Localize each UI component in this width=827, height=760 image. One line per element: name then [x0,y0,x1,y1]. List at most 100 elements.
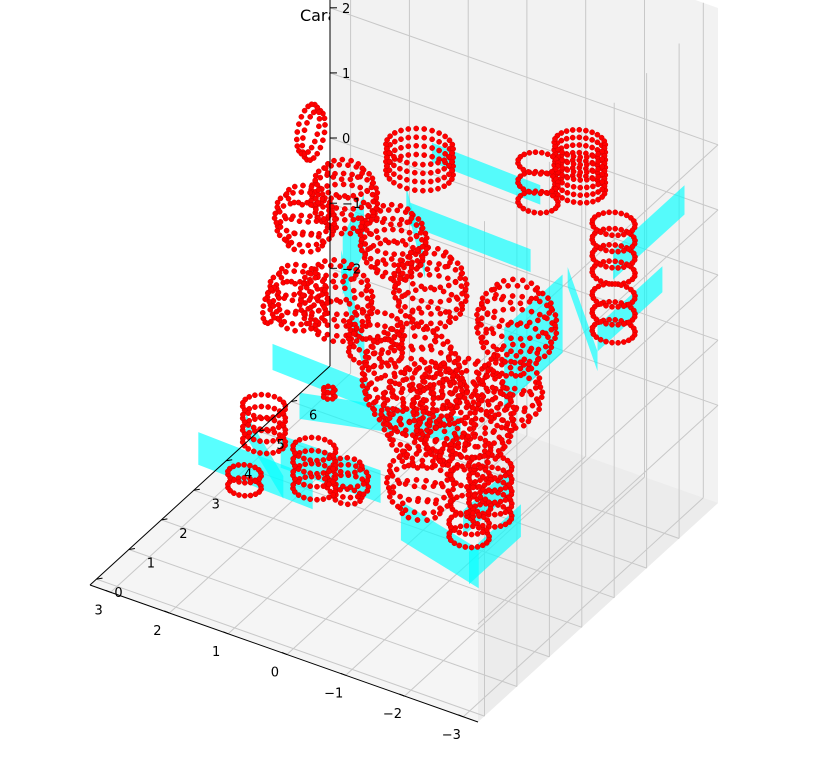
vertex-point [324,170,331,176]
vertex-point [485,459,491,466]
vertex-point [240,399,246,406]
vertex-point [246,394,253,400]
vertex-point [476,483,483,490]
vertex-point [301,468,307,475]
vertex-point [407,249,414,256]
vertex-point [470,510,476,517]
vertex-point [323,228,329,235]
vertex-point [308,183,315,190]
vertex-point [389,499,396,505]
vertex-point [457,510,464,517]
vertex-point [433,436,440,443]
vertex-point [429,153,435,160]
vertex-point [454,465,460,471]
vertex-point [275,301,282,308]
vertex-point [411,509,418,516]
vertex-point [290,468,297,475]
vertex-point [424,498,431,505]
vertex-point [390,226,396,233]
vertex-point [307,248,314,255]
vertex-point [536,406,542,413]
vertex-point [386,415,393,421]
vertex-point [388,357,394,363]
vertex-point [405,143,412,150]
vertex-point [475,330,481,336]
vertex-point [347,484,354,490]
vertex-point [470,455,477,461]
vertex-point [444,477,451,483]
vertex-point [320,204,326,210]
vertex-point [509,306,516,312]
vertex-point [612,209,619,216]
vertex-point [377,240,384,247]
vertex-point [396,275,403,282]
vertex-point [271,314,277,321]
vertex-point [603,247,609,254]
y-tick-label: 2 [179,527,187,542]
vertex-point [236,492,242,498]
vertex-point [470,399,477,406]
vertex-point [413,367,420,373]
vertex-point [241,479,248,486]
vertex-point [279,445,286,452]
vertex-point [442,249,449,256]
vertex-point [465,492,472,498]
vertex-point [420,387,427,394]
vertex-point [599,194,605,200]
vertex-point [392,282,399,289]
vertex-point [277,195,284,202]
vertex-point [343,296,350,303]
vertex-point [300,268,306,275]
vertex-point [384,137,390,143]
vertex-point [470,421,477,427]
vertex-point [321,335,328,342]
vertex-point [384,474,391,481]
vertex-point [241,461,247,468]
vertex-point [322,287,328,294]
vertex-point [491,487,498,494]
vertex-point [329,395,336,402]
vertex-point [397,165,403,172]
vertex-point [473,369,480,376]
vertex-point [348,276,355,283]
vertex-point [483,385,490,392]
vertex-point [464,484,470,490]
vertex-point [508,427,515,434]
vertex-point [305,219,312,225]
vertex-point [330,465,336,472]
vertex-point [464,454,470,461]
grid-x-floor [404,476,645,697]
vertex-point [331,157,337,164]
vertex-point [436,261,442,267]
y-tick-mark [193,488,200,491]
y-tick-label: 5 [276,438,284,453]
vertex-point [453,294,460,301]
vertex-point [402,481,409,487]
vertex-point [284,262,291,269]
vertex-point [326,468,332,475]
vertex-point [348,212,354,218]
vertex-point [448,467,454,474]
vertex-point [438,480,445,487]
vertex-point [308,325,314,332]
vertex-point [390,489,397,496]
vertex-point [459,270,466,277]
vertex-point [450,486,456,493]
vertex-point [315,199,321,206]
vertex-point [407,260,414,267]
vertex-point [620,303,627,309]
vertex-point [455,356,462,363]
vertex-point [294,129,301,135]
vertex-point [497,486,504,493]
vertex-point [446,491,453,497]
vertex-point [424,366,430,372]
vertex-point [387,462,393,469]
vertex-point [409,346,416,353]
vertex-point [502,497,509,503]
vertex-point [583,199,590,206]
vertex-point [589,249,596,256]
vertex-point [446,171,452,178]
vertex-point [411,161,418,167]
vertex-point [508,415,515,422]
vertex-point [583,154,590,160]
